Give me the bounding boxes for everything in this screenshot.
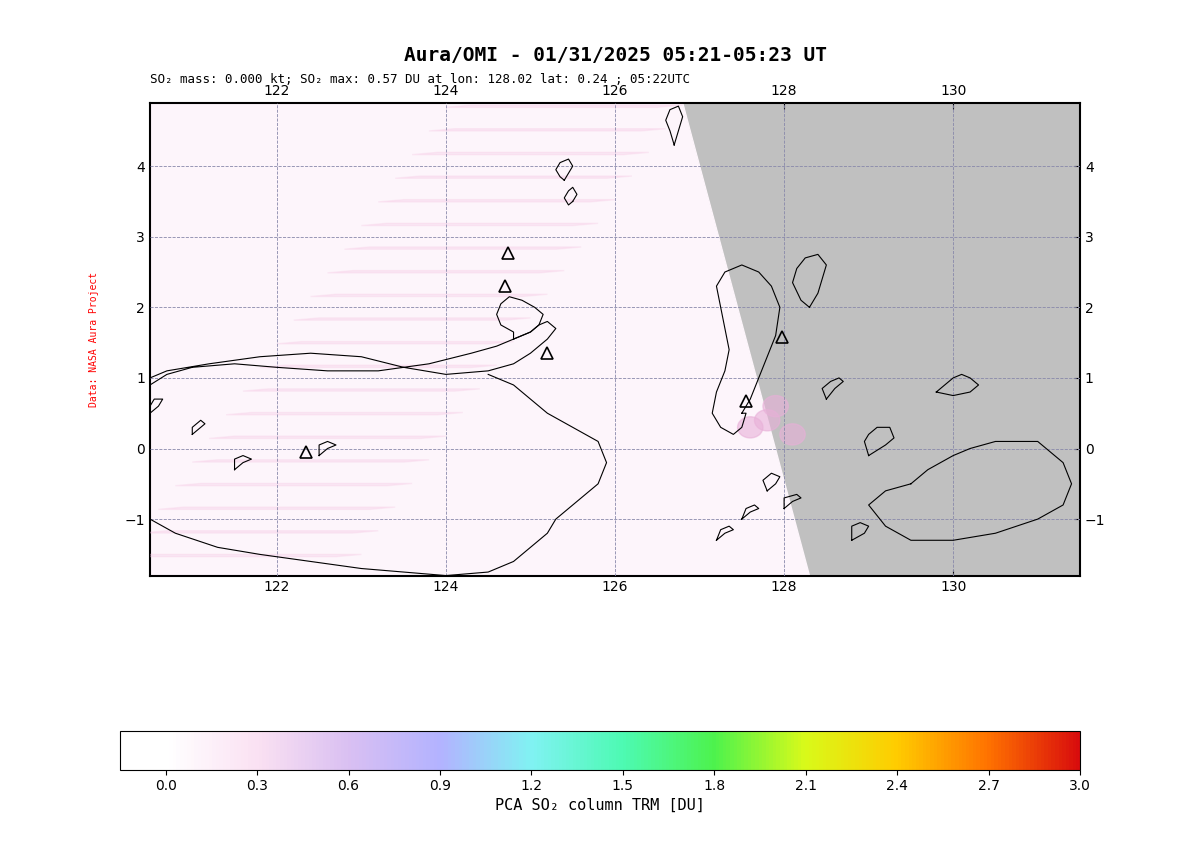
Text: Data: NASA Aura Project: Data: NASA Aura Project (89, 272, 100, 407)
Polygon shape (150, 103, 810, 575)
Polygon shape (446, 105, 683, 108)
Polygon shape (209, 436, 446, 439)
Polygon shape (260, 365, 497, 368)
Polygon shape (428, 129, 666, 131)
Polygon shape (142, 531, 378, 533)
Polygon shape (277, 341, 514, 344)
Circle shape (755, 410, 780, 431)
Polygon shape (412, 152, 649, 155)
Polygon shape (395, 176, 632, 179)
Polygon shape (328, 271, 564, 273)
Circle shape (780, 424, 805, 445)
Polygon shape (683, 103, 1080, 575)
Circle shape (738, 416, 763, 438)
X-axis label: PCA SO₂ column TRM [DU]: PCA SO₂ column TRM [DU] (496, 798, 704, 812)
Polygon shape (378, 200, 614, 202)
Polygon shape (311, 294, 547, 297)
Polygon shape (344, 247, 581, 249)
Circle shape (763, 396, 788, 416)
Polygon shape (242, 389, 480, 391)
Polygon shape (192, 460, 428, 462)
Polygon shape (158, 507, 395, 510)
Text: SO₂ mass: 0.000 kt; SO₂ max: 0.57 DU at lon: 128.02 lat: 0.24 ; 05:22UTC: SO₂ mass: 0.000 kt; SO₂ max: 0.57 DU at … (150, 73, 690, 86)
Polygon shape (226, 412, 463, 415)
Text: Aura/OMI - 01/31/2025 05:21-05:23 UT: Aura/OMI - 01/31/2025 05:21-05:23 UT (403, 46, 827, 65)
Polygon shape (175, 483, 412, 486)
Polygon shape (361, 223, 598, 226)
Polygon shape (294, 318, 530, 320)
Polygon shape (125, 554, 361, 557)
